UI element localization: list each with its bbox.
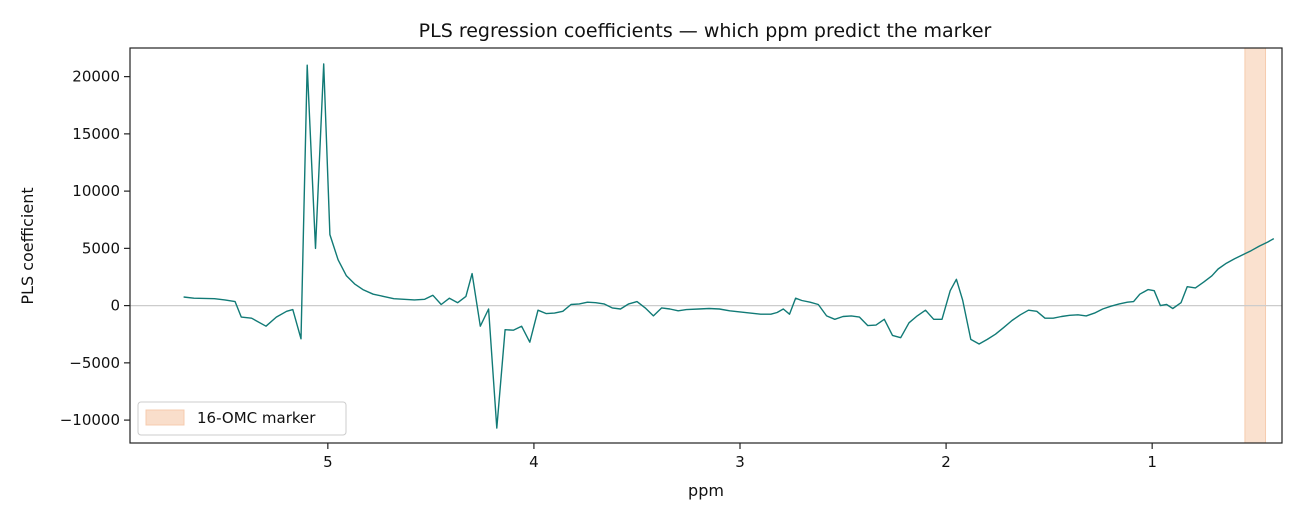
x-axis-label: ppm [688, 481, 724, 500]
legend: 16-OMC marker [137, 401, 347, 436]
y-tick-label: 10000 [72, 182, 120, 200]
plot-area [130, 47, 1282, 444]
x-tick-label: 4 [529, 453, 539, 471]
y-tick-label: −10000 [60, 411, 120, 429]
y-tick-label: 20000 [72, 68, 120, 86]
x-tick-label: 1 [1147, 453, 1157, 471]
y-axis-label: PLS coefficient [18, 187, 37, 304]
y-tick-label: −5000 [69, 354, 120, 372]
highlight-band-16-omc-marker [1244, 47, 1267, 444]
x-tick-label: 5 [323, 453, 333, 471]
legend-swatch-16-omc-marker [145, 409, 185, 426]
y-tick-label: 5000 [82, 239, 120, 257]
legend-label-16-omc-marker: 16-OMC marker [197, 409, 316, 427]
x-tick-label: 3 [735, 453, 745, 471]
series-line-0 [183, 63, 1275, 429]
y-axis: −10000 −5000 0 5000 10000 15000 20000 [60, 68, 130, 429]
x-axis: 5 4 3 2 1 [323, 443, 1157, 471]
y-tick-label: 15000 [72, 125, 120, 143]
x-tick-label: 2 [941, 453, 951, 471]
y-tick-label: 0 [110, 297, 120, 315]
chart-title: PLS regression coefficients — which ppm … [419, 20, 992, 42]
legend-box [137, 401, 347, 436]
plot-frame [129, 47, 1283, 444]
